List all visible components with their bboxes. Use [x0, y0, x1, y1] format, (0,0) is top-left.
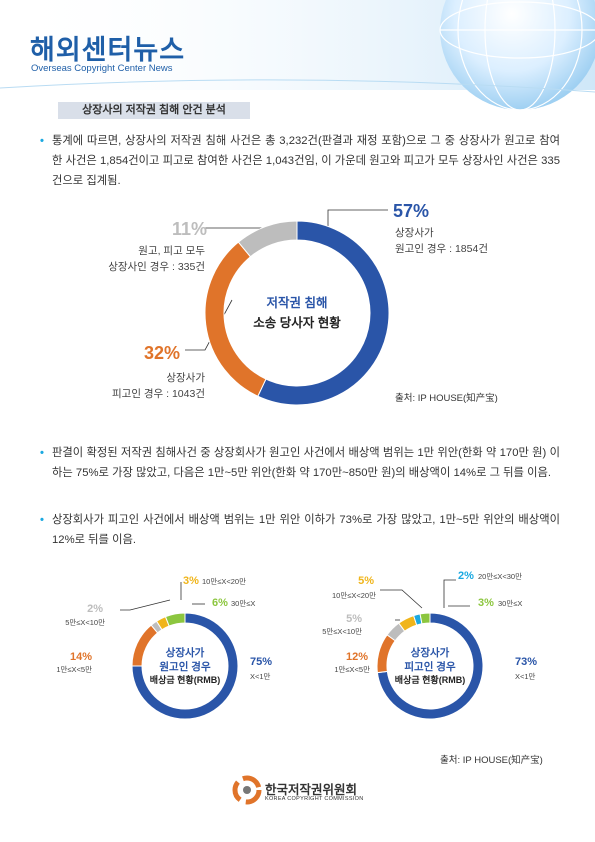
category-label: 상장사가 피고인 경우 : 1043건 [112, 372, 205, 400]
center-text: 상장사가 [165, 647, 205, 659]
category-label: 1만≤X<5만 [334, 665, 370, 674]
footer-name-en: KOREA COPYRIGHT COMMISSION [265, 796, 364, 802]
category-label: 10만≤X<20만 [202, 577, 246, 586]
category-label: 5만≤X<10만 [65, 618, 105, 627]
donut-slice [237, 220, 298, 258]
header-subtitle: Overseas Copyright Center News [31, 63, 173, 74]
center-text: 저작권 침해 [266, 296, 328, 310]
center-text: 원고인 경우 [159, 661, 211, 673]
center-text: 배상금 현황(RMB) [394, 675, 466, 685]
value-label: 2% [458, 570, 474, 582]
category-label: 10만≤X<20만 [332, 591, 376, 600]
category-label: 원고, 피고 모두 상장사인 경우 : 335건 [108, 245, 205, 273]
center-text: 배상금 현황(RMB) [149, 675, 221, 685]
globe-lines [439, 0, 595, 111]
paragraph: 판결이 확정된 저작권 침해사건 중 상장회사가 원고인 사건에서 배상액 범위… [40, 443, 560, 483]
value-label: 73% [515, 656, 538, 668]
donut-slice [419, 612, 431, 625]
center-text: 피고인 경우 [404, 661, 456, 673]
value-label: 6% [212, 597, 228, 609]
value-label: 3% [478, 597, 494, 609]
category-label: 30만≤X [231, 599, 256, 608]
paragraph: 상장회사가 피고인 사건에서 배상액 범위는 1만 위안 이하가 73%로 가장… [40, 510, 560, 550]
donut-slice [257, 220, 390, 406]
category-label: 5만≤X<10만 [322, 627, 362, 636]
center-text: 상장사가 [410, 647, 450, 659]
category-label: X<1만 [515, 672, 536, 681]
category-label: 30만≤X [498, 599, 523, 608]
category-label: 상장사가 원고인 경우 : 1854건 [395, 227, 488, 255]
section-title: 상장사의 저작권 침해 안건 분석 [58, 102, 250, 119]
footer-name: 한국저작권위원회 [265, 783, 358, 797]
category-label: X<1만 [250, 672, 271, 681]
value-label: 12% [345, 651, 368, 663]
value-label: 11% [171, 219, 207, 239]
value-label: 5% [358, 575, 374, 587]
logo [232, 775, 262, 805]
value-label: 2% [87, 603, 103, 615]
header-curve [0, 79, 595, 93]
value-label: 5% [346, 613, 362, 625]
category-label: 20만≤X<30만 [478, 572, 522, 581]
globe [440, 0, 595, 110]
value-label: 14% [69, 651, 92, 663]
source: 출처: IP HOUSE(知产宝) [440, 755, 543, 766]
value-label: 75% [250, 656, 273, 668]
source: 출처: IP HOUSE(知产宝) [395, 393, 498, 404]
value-label: 3% [183, 575, 199, 587]
value-label: 32% [143, 343, 180, 363]
category-label: 1만≤X<5만 [56, 665, 92, 674]
paragraph: 통계에 따르면, 상장사의 저작권 침해 사건은 총 3,232건(판결과 재정… [40, 131, 560, 191]
donut-slice [164, 612, 186, 627]
header-title: 해외센터뉴스 [30, 35, 186, 65]
center-text: 소송 당사자 현황 [253, 316, 341, 330]
value-label: 57% [393, 201, 430, 221]
